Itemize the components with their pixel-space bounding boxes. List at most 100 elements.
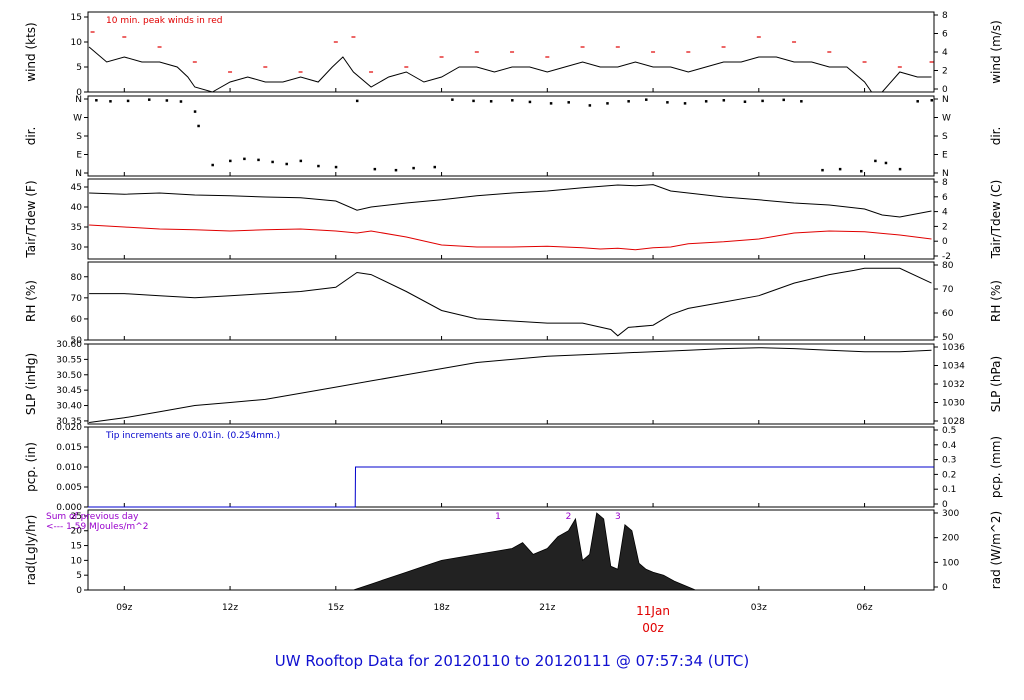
dir-ytick-label-left: S	[76, 132, 82, 142]
rad-ytick-label-right: 300	[942, 509, 959, 519]
dir-ytick-label-left: E	[76, 151, 82, 161]
dir-point	[704, 100, 708, 103]
pcp-ytick-label-left: 0.015	[56, 443, 82, 453]
rad-area	[353, 512, 696, 591]
dir-ytick-label-right: N	[942, 169, 949, 179]
rad-marker-label: 3	[615, 512, 621, 522]
pcp-annotation: Tip increments are 0.01in. (0.254mm.)	[105, 431, 280, 441]
dir-point	[211, 163, 214, 167]
pcp-ytick-label-left: 0.000	[56, 503, 82, 513]
wind-ytick-label-right: 2	[942, 67, 948, 77]
dir-point	[299, 159, 303, 163]
slp-ytick-label-right: 1036	[942, 343, 965, 353]
dir-point	[588, 104, 592, 107]
wind-ytick-label-left: 5	[76, 63, 82, 73]
slp-ytick-label-left: 30.45	[56, 386, 82, 396]
slp-ytick-label-right: 1032	[942, 380, 965, 390]
dir-point	[394, 168, 398, 172]
rad-ytick-label-left: 5	[76, 571, 82, 581]
pcp-ytick-label-left: 0.010	[56, 463, 82, 473]
wind-annotation: 10 min. peak winds in red	[106, 16, 223, 26]
day-marker-hour: 00z	[642, 621, 664, 635]
pcp-ylabel-left: pcp. (in)	[24, 442, 38, 492]
dir-point	[800, 100, 803, 103]
rh-ytick-label-right: 80	[942, 261, 954, 271]
time-tick-label: 18z	[433, 603, 449, 613]
dir-point	[874, 159, 877, 163]
rh-ytick-label-left: 80	[71, 273, 83, 283]
pcp-ytick-label-right: 0.4	[942, 441, 957, 451]
pcp-ytick-label-left: 0.020	[56, 423, 82, 433]
temp-ytick-label-left: 40	[71, 203, 83, 213]
dir-point	[271, 160, 274, 164]
wind-ytick-label-left: 15	[71, 13, 82, 23]
temp-ytick-label-left: 30	[71, 243, 83, 253]
slp-ytick-label-left: 30.60	[56, 340, 82, 350]
temp-ytick-label-left: 45	[71, 183, 82, 193]
rh-ytick-label-right: 70	[942, 285, 954, 295]
temp-series-line	[89, 184, 932, 218]
dir-point	[489, 100, 493, 103]
slp-ytick-label-right: 1034	[942, 362, 965, 372]
dir-ytick-label-right: E	[942, 151, 948, 161]
dir-point	[412, 166, 415, 170]
temp-ylabel-right: Tair/Tdew (C)	[989, 180, 1003, 260]
dir-point	[126, 99, 130, 103]
dir-point	[197, 124, 200, 128]
dir-point	[838, 167, 842, 171]
temp-ytick-label-right: 6	[942, 193, 948, 203]
pcp-ytick-label-right: 0	[942, 500, 948, 510]
pcp-ytick-label-left: 0.005	[56, 483, 82, 493]
dir-point	[472, 99, 475, 103]
temp-ylabel-left: Tair/Tdew (F)	[24, 180, 38, 258]
dir-point	[782, 98, 785, 102]
dir-point	[567, 101, 570, 104]
dir-point	[193, 110, 197, 113]
temp-ytick-label-left: 35	[71, 223, 82, 233]
rad-ytick-label-left: 10	[71, 556, 83, 566]
dir-point	[627, 100, 630, 103]
rad-ylabel-left: rad(Lgly/hr)	[24, 515, 38, 586]
time-tick-label: 21z	[539, 603, 555, 613]
dir-point	[451, 98, 454, 101]
rad-ytick-label-right: 0	[942, 583, 948, 593]
slp-ytick-label-left: 30.50	[56, 371, 82, 381]
dir-point	[666, 101, 669, 104]
dir-point	[606, 102, 609, 105]
wind-ytick-label-left: 0	[76, 88, 82, 98]
dir-ytick-label-left: N	[75, 95, 82, 105]
time-tick-label: 03z	[751, 603, 767, 613]
dir-point	[511, 99, 514, 102]
time-tick-label: 06z	[856, 603, 872, 613]
rad-ytick-label-left: 20	[71, 527, 83, 537]
dir-point	[860, 169, 863, 173]
dir-ytick-label-left: W	[73, 114, 82, 124]
slp-series-line	[89, 347, 932, 423]
dir-ytick-label-left: N	[75, 169, 82, 179]
wind-ylabel-left: wind (kts)	[24, 22, 38, 81]
pcp-series-line	[88, 466, 934, 508]
time-tick-label: 15z	[328, 603, 344, 613]
rad-ytick-label-left: 15	[71, 542, 82, 552]
slp-ytick-label-right: 1028	[942, 417, 965, 427]
slp-ylabel-right: SLP (hPa)	[989, 356, 1003, 412]
dir-point	[257, 158, 260, 162]
dir-point	[179, 100, 183, 103]
day-marker-date: 11Jan	[636, 604, 670, 618]
rad-annotation: <--- 1.59 MJoules/m^2	[46, 522, 148, 532]
wind-ytick-label-right: 8	[942, 11, 948, 21]
dir-point	[916, 100, 919, 103]
rh-ytick-label-left: 60	[71, 315, 83, 325]
rad-ytick-label-right: 200	[942, 534, 959, 544]
rh-frame	[87, 261, 935, 341]
rad-ytick-label-right: 100	[942, 558, 959, 568]
dir-point	[743, 100, 747, 103]
time-tick-label: 09z	[116, 603, 132, 613]
pcp-ytick-label-right: 0.2	[942, 470, 956, 480]
dir-point	[95, 99, 98, 102]
wind-ytick-label-left: 10	[71, 38, 83, 48]
rad-marker-label: 1	[495, 512, 501, 522]
dir-ytick-label-right: S	[942, 132, 948, 142]
dir-point	[147, 98, 151, 101]
